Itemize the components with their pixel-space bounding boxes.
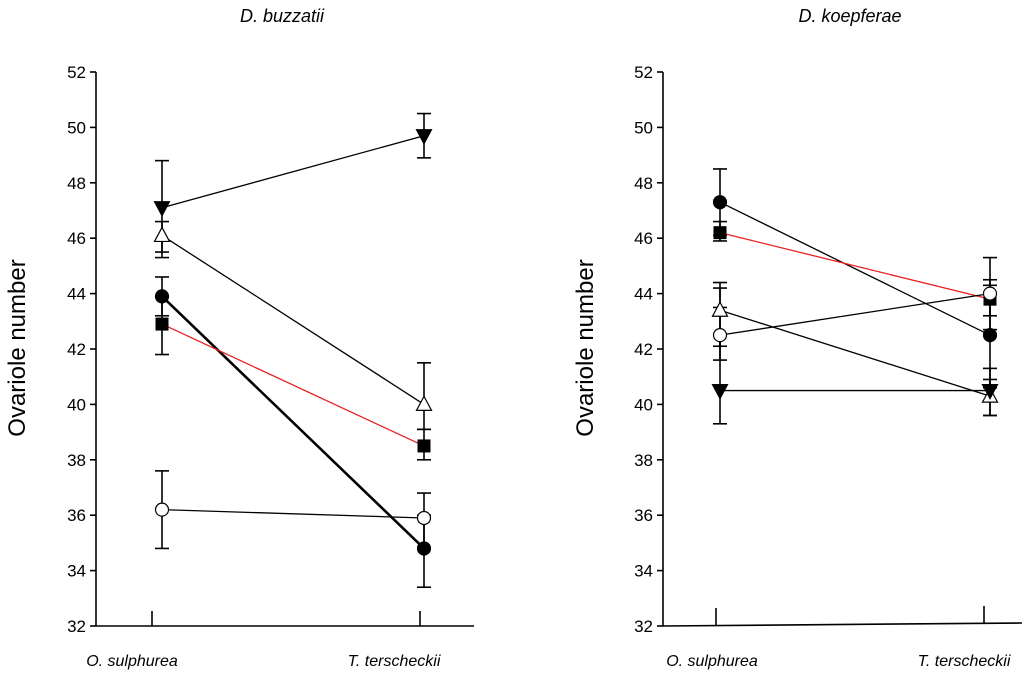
y-tick-label: 48 bbox=[634, 174, 653, 193]
x-category-label: O. sulphurea bbox=[86, 653, 178, 670]
series-line bbox=[719, 232, 991, 300]
y-tick-label: 32 bbox=[67, 617, 86, 636]
y-tick-label: 46 bbox=[634, 229, 653, 248]
y-axis-label: Ovariole number bbox=[4, 259, 31, 436]
data-point-filled-circle bbox=[416, 541, 432, 556]
series-line bbox=[719, 201, 991, 336]
series-line bbox=[161, 295, 425, 550]
y-tick-label: 46 bbox=[67, 229, 86, 248]
data-point-filled-down-triangle bbox=[711, 383, 729, 400]
y-tick-label: 48 bbox=[67, 174, 86, 193]
y-tick-label: 50 bbox=[634, 118, 653, 137]
y-axis-ticks: 32 34 36 38 40 42 44 46 48 50 52 bbox=[67, 63, 96, 636]
x-category-label: T. terscheckii bbox=[918, 653, 1011, 670]
y-tick-label: 40 bbox=[67, 395, 86, 414]
data-point-filled-circle bbox=[982, 328, 998, 343]
y-tick-label: 44 bbox=[634, 285, 653, 304]
x-axis-line bbox=[662, 622, 1023, 627]
data-point-filled-square bbox=[155, 317, 169, 331]
y-tick-label: 52 bbox=[67, 63, 86, 82]
y-tick-label: 34 bbox=[634, 562, 653, 581]
data-point-filled-circle bbox=[712, 195, 728, 210]
panel-d-koepferae: D. koepferae Ovariole number O. sulphure… bbox=[572, 6, 1023, 670]
data-point-open-circle bbox=[416, 510, 432, 526]
y-tick-label: 44 bbox=[67, 285, 86, 304]
y-axis-label: Ovariole number bbox=[572, 259, 599, 436]
y-tick-label: 36 bbox=[67, 506, 86, 525]
y-tick-label: 52 bbox=[634, 63, 653, 82]
data-point-filled-circle bbox=[154, 289, 170, 304]
y-axis-ticks: 32 34 36 38 40 42 44 46 48 50 52 bbox=[634, 63, 663, 636]
y-tick-label: 40 bbox=[634, 395, 653, 414]
data-point-filled-square bbox=[713, 226, 727, 240]
series-line bbox=[161, 135, 425, 209]
y-tick-label: 32 bbox=[634, 617, 653, 636]
data-point-open-circle bbox=[154, 502, 170, 517]
series-line bbox=[719, 309, 991, 397]
data-point-filled-down-triangle bbox=[981, 383, 999, 400]
y-tick-label: 50 bbox=[67, 118, 86, 137]
series-group bbox=[153, 112, 433, 589]
y-tick-label: 36 bbox=[634, 506, 653, 525]
data-point-filled-square bbox=[417, 439, 431, 453]
y-tick-label: 34 bbox=[67, 562, 86, 581]
panel-title: D. koepferae bbox=[798, 6, 901, 26]
data-point-open-triangle bbox=[153, 226, 171, 243]
x-category-label: O. sulphurea bbox=[666, 653, 758, 670]
panel-title: D. buzzatii bbox=[240, 6, 325, 26]
series-line bbox=[719, 292, 991, 336]
data-point-open-triangle bbox=[415, 395, 433, 411]
y-tick-label: 42 bbox=[67, 340, 86, 359]
y-tick-label: 42 bbox=[634, 340, 653, 359]
data-point-open-circle bbox=[982, 286, 998, 301]
data-point-open-triangle bbox=[711, 300, 729, 317]
series-line bbox=[161, 234, 425, 405]
series-group bbox=[711, 168, 999, 425]
y-tick-label: 38 bbox=[67, 451, 86, 470]
data-point-filled-down-triangle bbox=[153, 201, 171, 218]
panel-d-buzzatii: D. buzzatii Ovariole number O. sulphurea… bbox=[4, 6, 474, 670]
series-line bbox=[161, 323, 425, 447]
y-tick-label: 38 bbox=[634, 451, 653, 470]
x-category-label: T. terscheckii bbox=[348, 653, 441, 670]
data-point-filled-down-triangle bbox=[415, 129, 433, 145]
series-line bbox=[161, 509, 425, 519]
data-point-open-circle bbox=[712, 328, 728, 343]
